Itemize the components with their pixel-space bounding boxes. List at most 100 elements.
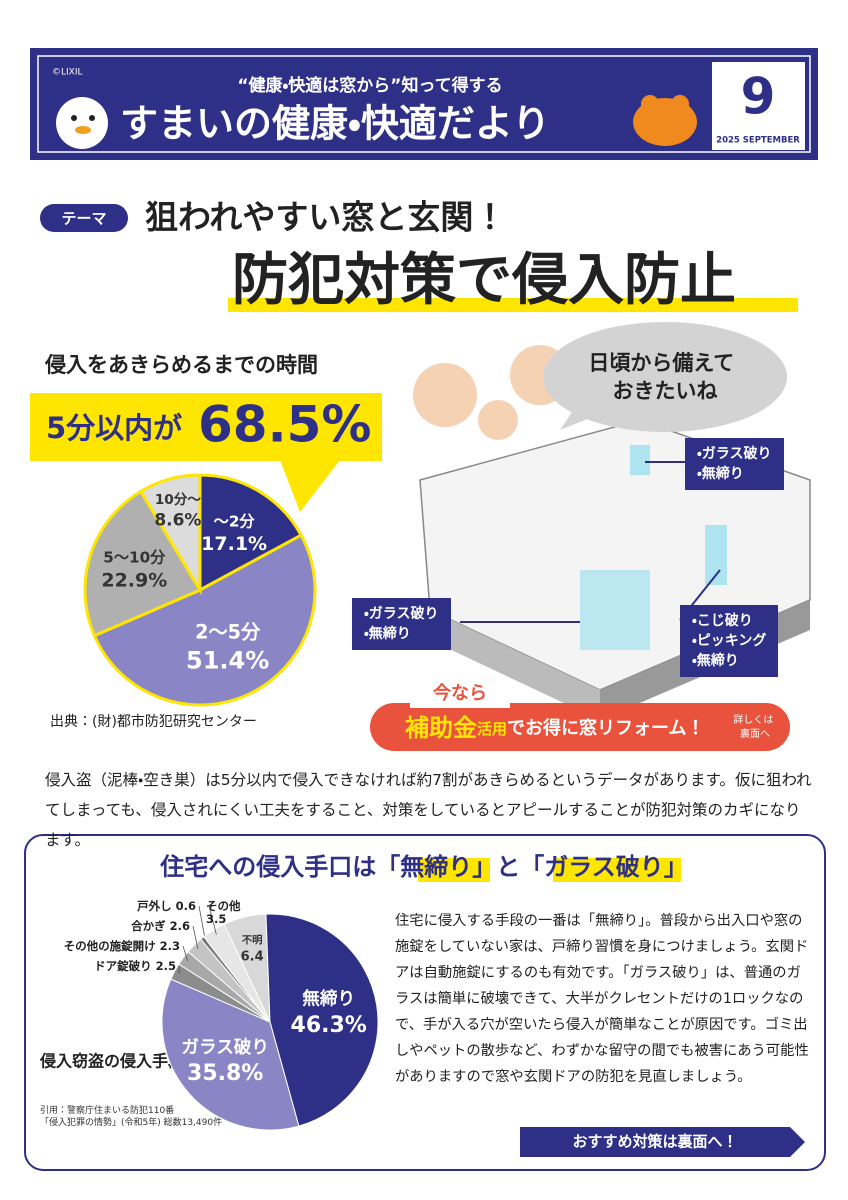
- pie-slice: [138, 473, 202, 596]
- door: [705, 525, 727, 585]
- callout: ガラス破り無締り: [352, 598, 451, 650]
- slice-category: 2〜5分: [195, 620, 261, 643]
- theme-tag: [40, 204, 128, 232]
- callout-item: ガラス破り: [364, 604, 439, 624]
- slice-label: ドア錠破り 2.5: [94, 959, 176, 973]
- house-side: [430, 610, 600, 720]
- duck-eye: [89, 115, 95, 121]
- headline-underline: [228, 298, 798, 312]
- duck-eye: [71, 115, 77, 121]
- section-body: 住宅に侵入する手段の一番は「無締り」。普段から出入口や窓の施錠をしていない家は、…: [395, 913, 809, 1085]
- slice-value: 35.8%: [187, 1061, 263, 1086]
- person: [413, 363, 477, 427]
- slice-label: 合かぎ 2.6: [131, 919, 190, 933]
- banner-message: でお得に窓リフォーム！: [507, 717, 704, 739]
- slice-value: 17.1%: [201, 533, 267, 555]
- slice-label: 戸外し 0.6: [137, 899, 196, 913]
- slice-value: 2.5: [156, 959, 176, 973]
- headline: 狙われやすい窓と玄関！: [145, 198, 506, 237]
- slice-category: 〜2分: [214, 512, 256, 530]
- slice-value: 3.5: [206, 912, 226, 926]
- source-line: 引用：警察庁住まいる防犯110番: [40, 1104, 174, 1116]
- banner-tag-box: [410, 680, 510, 708]
- highlight-box: [30, 393, 382, 461]
- duck-icon: [56, 97, 108, 149]
- pie-slice: [161, 978, 300, 1131]
- header-subtitle: “健康・快適は窓から”知って得する: [237, 75, 502, 96]
- slice-value: 22.9%: [101, 569, 167, 591]
- banner-detail-line: 裏面へ: [740, 727, 770, 740]
- banner-text: 補助金活用でお得に窓リフォーム！: [405, 714, 704, 742]
- slice-category: 不明: [242, 935, 263, 947]
- chart-source: 出典：(財)都市防犯研究センター: [50, 713, 257, 730]
- slice-category: ガラス破り: [181, 1037, 269, 1058]
- issue-box: [712, 62, 805, 150]
- issue-number: 9: [741, 68, 776, 126]
- window: [630, 445, 650, 475]
- header-title: すまいの健康・快適だより: [120, 102, 550, 146]
- slice-label: 〜2分 17.1%: [201, 512, 267, 555]
- slice-value: 46.3%: [291, 1013, 367, 1038]
- slice-label: ガラス破り 35.8%: [181, 1037, 269, 1086]
- pie-slice: [198, 473, 304, 593]
- banner-detail: 詳しくは 裏面へ: [733, 713, 776, 740]
- slice-category: 戸外し: [137, 899, 172, 913]
- speech-line: おきたいね: [613, 379, 718, 403]
- slice-category: その他の施錠開け: [64, 939, 156, 953]
- person: [478, 400, 518, 440]
- source-line: 「侵入犯罪の情勢」(令和5年) 総数13,490件: [40, 1116, 222, 1128]
- slice-label: 不明 6.4: [241, 935, 264, 964]
- pie-slice: [203, 923, 271, 1023]
- section-title: 住宅への侵入手口は「無締り」と「ガラス破り」: [159, 853, 688, 881]
- callout-item: 無締り: [697, 464, 772, 484]
- callout: ガラス破り無締り: [685, 438, 784, 490]
- title-highlight: [553, 858, 681, 882]
- window: [580, 570, 650, 650]
- pie-slice: [265, 913, 379, 1127]
- intro-text: 侵入盗（泥棒・空き巣）は5分以内で侵入できなければ約7割があきらめるというデータ…: [45, 771, 812, 849]
- leader-line: [208, 905, 217, 935]
- main-headline: 防犯対策で侵入防止: [232, 248, 736, 313]
- slice-label: 5〜10分 22.9%: [101, 548, 167, 591]
- button-text[interactable]: おすすめ対策は裏面へ！: [572, 1133, 737, 1151]
- frog-eye: [671, 95, 689, 113]
- banner-tag: 今なら: [433, 682, 487, 704]
- chart-title: 侵入をあきらめるまでの時間: [44, 353, 318, 377]
- slice-value: 8.6%: [154, 510, 201, 530]
- pie-slice: [83, 489, 203, 638]
- slice-label: 無締り 46.3%: [291, 989, 367, 1038]
- slice-category: 5〜10分: [103, 548, 166, 566]
- slice-category: 10分〜: [155, 492, 202, 508]
- copyright: ©LIXIL: [52, 68, 83, 78]
- banner-keyword-suffix: 活用: [477, 720, 507, 738]
- slice-category: 無締り: [302, 989, 355, 1010]
- callout-item: こじ破り: [692, 611, 766, 631]
- highlight-text: 5分以内が: [46, 411, 182, 445]
- slice-label: 10分〜 8.6%: [154, 492, 201, 530]
- slice-value: 6.4: [241, 949, 264, 964]
- header-frame: [37, 55, 811, 153]
- callout-item: 無締り: [692, 651, 766, 671]
- slice-category: その他: [206, 899, 241, 913]
- slice-category: 合かぎ: [131, 919, 166, 933]
- highlight-pointer: [280, 460, 340, 512]
- leader-line: [182, 945, 188, 962]
- leader-line: [192, 925, 199, 950]
- slice-value: 51.4%: [186, 646, 269, 674]
- highlight-value: 68.5%: [198, 396, 371, 454]
- slice-label: その他の施錠開け 2.3: [64, 939, 180, 953]
- speech-bubble: [543, 322, 787, 432]
- button[interactable]: [520, 1127, 805, 1157]
- frog-eye: [641, 95, 659, 113]
- chart-source: 引用：警察庁住まいる防犯110番 「侵入犯罪の情勢」(令和5年) 総数13,49…: [40, 1104, 222, 1128]
- issue-date: 2025 SEPTEMBER: [716, 136, 800, 146]
- speech-line: 日頃から備えて: [588, 351, 734, 375]
- slice-value: 0.6: [176, 899, 196, 913]
- slice-label: 2〜5分 51.4%: [186, 620, 269, 674]
- slice-value: 2.3: [160, 939, 180, 953]
- speech: 日頃から備えて おきたいね: [588, 351, 741, 403]
- callout-item: ガラス破り: [697, 444, 772, 464]
- title-highlight: [418, 858, 490, 882]
- slice-label: その他 3.5: [206, 899, 241, 926]
